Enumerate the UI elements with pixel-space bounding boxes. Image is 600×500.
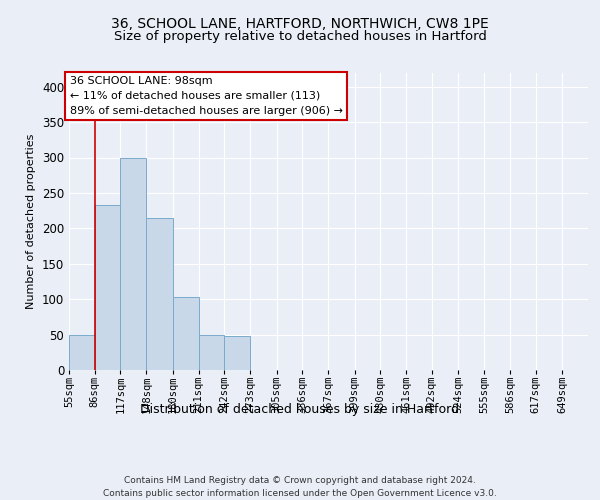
Text: Distribution of detached houses by size in Hartford: Distribution of detached houses by size …: [140, 402, 460, 415]
Bar: [121, 158, 146, 370]
Text: 36, SCHOOL LANE, HARTFORD, NORTHWICH, CW8 1PE: 36, SCHOOL LANE, HARTFORD, NORTHWICH, CW…: [111, 18, 489, 32]
Bar: [69, 334, 95, 370]
Bar: [95, 205, 121, 370]
Bar: [173, 297, 199, 370]
Bar: [199, 334, 224, 370]
Y-axis label: Number of detached properties: Number of detached properties: [26, 134, 37, 309]
Text: Contains HM Land Registry data © Crown copyright and database right 2024.: Contains HM Land Registry data © Crown c…: [124, 476, 476, 485]
Text: Size of property relative to detached houses in Hartford: Size of property relative to detached ho…: [113, 30, 487, 43]
Bar: [224, 336, 250, 370]
Text: 36 SCHOOL LANE: 98sqm
← 11% of detached houses are smaller (113)
89% of semi-det: 36 SCHOOL LANE: 98sqm ← 11% of detached …: [70, 76, 343, 116]
Bar: [146, 218, 173, 370]
Text: Contains public sector information licensed under the Open Government Licence v3: Contains public sector information licen…: [103, 489, 497, 498]
